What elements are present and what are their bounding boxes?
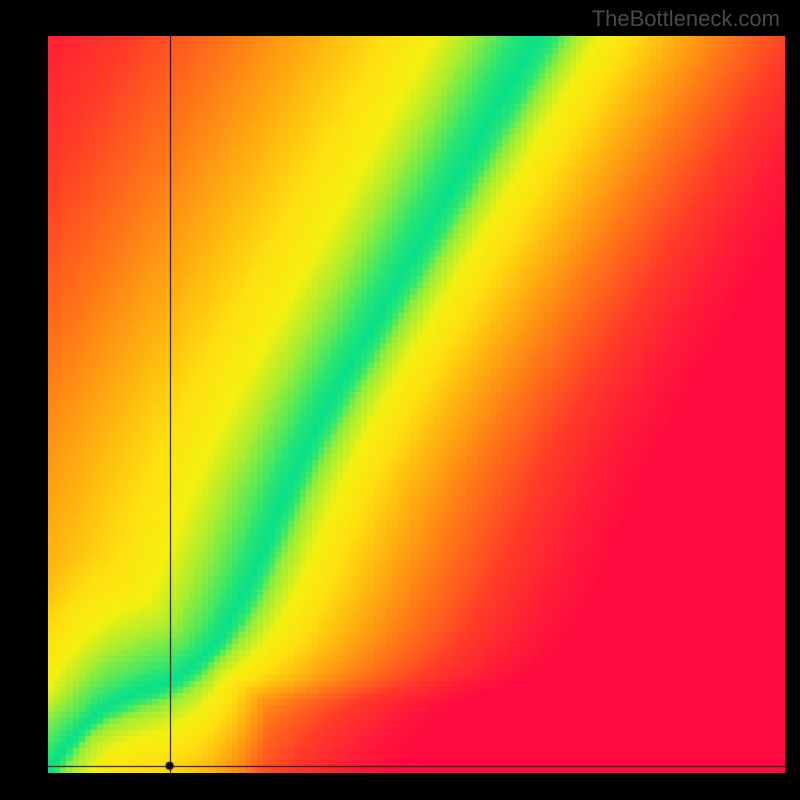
crosshair-overlay <box>48 36 785 773</box>
watermark-text: TheBottleneck.com <box>592 6 780 32</box>
chart-container: TheBottleneck.com <box>0 0 800 800</box>
